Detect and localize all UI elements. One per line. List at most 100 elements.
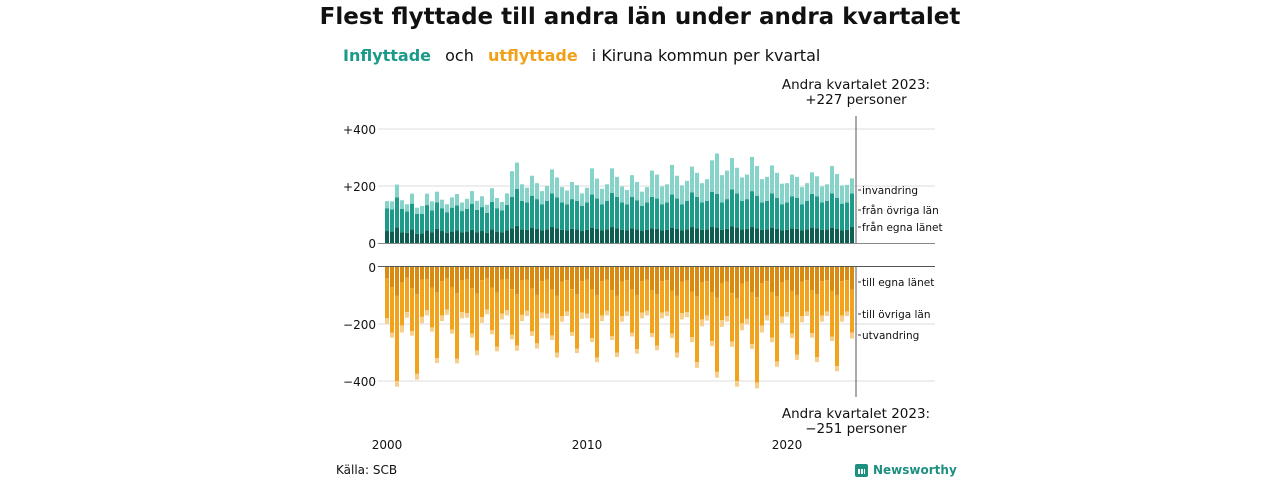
bar-in-ovriga-lan — [510, 196, 514, 229]
bar-in-invandring — [610, 168, 614, 193]
bar-in-ovriga-lan — [390, 209, 394, 232]
bar-in-ovriga-lan — [490, 201, 494, 230]
bar-out-ovriga-lan — [670, 290, 674, 334]
bar-in-ovriga-lan — [595, 198, 599, 229]
bar-out-egna-lanet — [700, 267, 704, 283]
bar-out-ovriga-lan — [485, 278, 489, 310]
bar-in-invandring — [850, 178, 854, 194]
inflow-y-tick-label: 0 — [368, 237, 376, 251]
bar-out-ovriga-lan — [580, 281, 584, 313]
bar-out-ovriga-lan — [460, 280, 464, 313]
outflow-annotation-value: −251 personer — [805, 421, 907, 437]
bar-out-utvandring — [410, 331, 414, 336]
outflow-y-tick-label: −400 — [343, 375, 376, 389]
bar-in-egna-lanet — [425, 230, 429, 243]
brand-logo: Newsworthy — [855, 462, 957, 478]
bar-in-egna-lanet — [780, 230, 784, 243]
bar-in-egna-lanet — [565, 230, 569, 243]
outflow-annotation-title: Andra kvartalet 2023: — [782, 406, 930, 422]
bar-in-invandring — [515, 162, 519, 189]
bar-out-egna-lanet — [475, 267, 479, 294]
bar-out-egna-lanet — [575, 267, 579, 295]
bar-in-egna-lanet — [480, 231, 484, 243]
bar-out-egna-lanet — [390, 267, 394, 287]
bar-out-egna-lanet — [830, 267, 834, 291]
bar-in-ovriga-lan — [815, 196, 819, 229]
bar-out-egna-lanet — [615, 267, 619, 296]
bar-out-ovriga-lan — [735, 298, 739, 381]
bar-in-invandring — [590, 168, 594, 195]
bar-out-utvandring — [600, 315, 604, 322]
bar-out-utvandring — [810, 333, 814, 338]
bar-in-ovriga-lan — [655, 198, 659, 229]
bar-in-ovriga-lan — [710, 191, 714, 228]
bar-in-invandring — [835, 174, 839, 198]
bar-out-ovriga-lan — [740, 283, 744, 324]
bar-out-ovriga-lan — [615, 295, 619, 353]
bar-in-egna-lanet — [845, 229, 849, 243]
bar-in-invandring — [480, 196, 484, 208]
bar-out-egna-lanet — [555, 267, 559, 296]
bar-in-ovriga-lan — [650, 196, 654, 229]
bar-out-ovriga-lan — [415, 294, 419, 374]
bar-out-egna-lanet — [630, 267, 634, 290]
bar-in-invandring — [825, 184, 829, 201]
inflow-series-label: från egna länet — [862, 221, 943, 234]
bar-in-ovriga-lan — [530, 195, 534, 228]
bar-out-ovriga-lan — [640, 281, 644, 313]
bar-out-ovriga-lan — [540, 281, 544, 313]
outflow-y-tick-label: −200 — [343, 318, 376, 332]
bar-in-invandring — [415, 207, 419, 214]
bar-in-egna-lanet — [745, 228, 749, 243]
x-tick-label: 2010 — [572, 438, 603, 452]
bar-out-egna-lanet — [710, 267, 714, 293]
source-note: Källa: SCB — [336, 463, 398, 477]
bar-out-utvandring — [640, 312, 644, 319]
bar-out-egna-lanet — [495, 267, 499, 293]
bar-in-ovriga-lan — [445, 212, 449, 233]
bar-out-ovriga-lan — [425, 278, 429, 311]
bar-out-egna-lanet — [535, 267, 539, 295]
bar-in-ovriga-lan — [565, 204, 569, 231]
bar-out-ovriga-lan — [420, 279, 424, 317]
bar-in-invandring — [780, 183, 784, 205]
bar-in-egna-lanet — [410, 229, 414, 243]
bar-out-egna-lanet — [590, 267, 594, 290]
bar-in-invandring — [680, 185, 684, 205]
bar-in-egna-lanet — [825, 229, 829, 243]
bar-out-egna-lanet — [680, 267, 684, 282]
bar-in-ovriga-lan — [685, 200, 689, 230]
bar-in-invandring — [830, 166, 834, 194]
bar-out-ovriga-lan — [650, 290, 654, 334]
bar-in-invandring — [555, 177, 559, 198]
bar-out-utvandring — [695, 362, 699, 368]
bar-out-ovriga-lan — [830, 290, 834, 337]
bar-out-egna-lanet — [620, 267, 624, 282]
bar-out-utvandring — [455, 358, 459, 364]
page-title: Flest flyttade till andra län under andr… — [319, 4, 961, 30]
bar-in-egna-lanet — [535, 228, 539, 243]
bar-in-ovriga-lan — [400, 208, 404, 233]
bar-out-egna-lanet — [485, 267, 489, 279]
outflow-series-label: utvandring — [862, 330, 919, 342]
bar-out-egna-lanet — [440, 267, 444, 282]
bar-out-utvandring — [665, 311, 669, 317]
bar-out-egna-lanet — [500, 267, 504, 280]
bar-in-ovriga-lan — [415, 213, 419, 234]
bar-out-egna-lanet — [690, 267, 694, 292]
subtitle-och: och — [445, 46, 474, 65]
bar-in-ovriga-lan — [460, 211, 464, 233]
bar-out-utvandring — [425, 310, 429, 316]
bar-out-egna-lanet — [650, 267, 654, 291]
bar-in-egna-lanet — [510, 228, 514, 243]
bar-out-utvandring — [650, 333, 654, 338]
bar-out-egna-lanet — [460, 267, 464, 281]
bar-in-egna-lanet — [760, 229, 764, 243]
bar-out-egna-lanet — [635, 267, 639, 295]
bar-out-egna-lanet — [810, 267, 814, 291]
bar-out-egna-lanet — [570, 267, 574, 290]
bar-out-ovriga-lan — [385, 278, 389, 319]
bar-in-egna-lanet — [620, 229, 624, 243]
bar-out-utvandring — [820, 315, 824, 322]
bar-out-utvandring — [550, 335, 554, 340]
